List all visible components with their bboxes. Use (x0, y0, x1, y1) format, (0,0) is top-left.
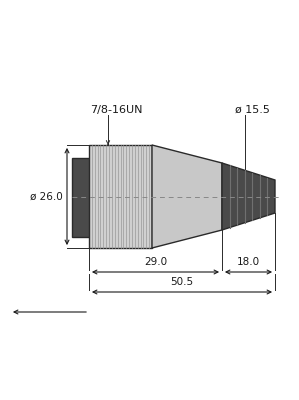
Text: 50.5: 50.5 (170, 277, 193, 287)
Polygon shape (152, 145, 222, 248)
Bar (89, 145, 152, 248)
Text: ø 26.0: ø 26.0 (30, 192, 63, 202)
Text: ø 15.5: ø 15.5 (235, 105, 270, 115)
Polygon shape (72, 158, 90, 237)
Polygon shape (222, 163, 275, 230)
Text: 29.0: 29.0 (144, 257, 167, 267)
Text: 18.0: 18.0 (237, 257, 260, 267)
Text: 7/8-16UN: 7/8-16UN (90, 105, 143, 115)
